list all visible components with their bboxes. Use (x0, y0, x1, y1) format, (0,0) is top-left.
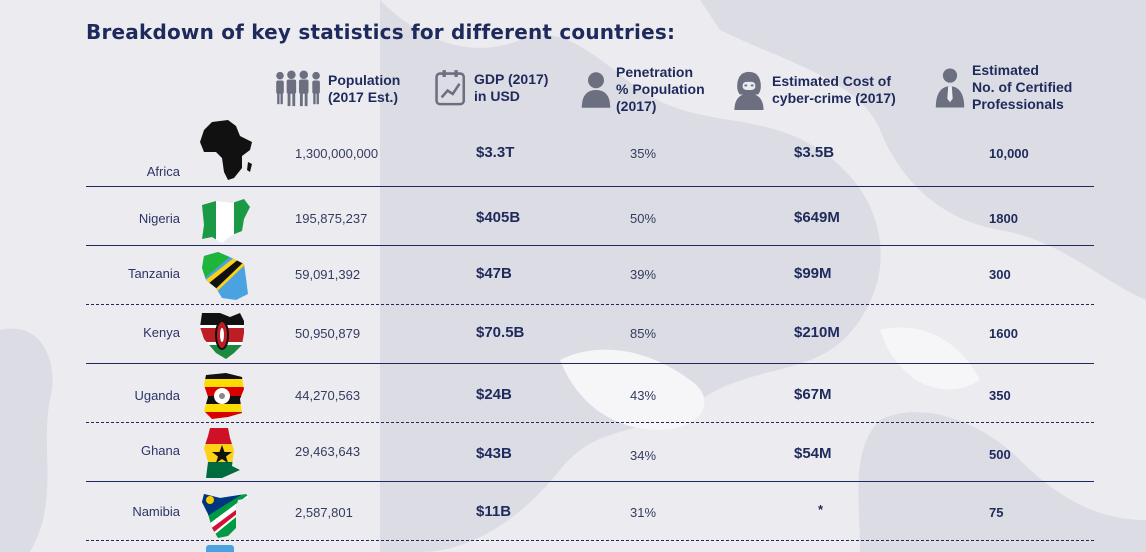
gdp-value: $70.5B (476, 324, 525, 341)
population-value: 2,587,801 (295, 505, 353, 520)
professionals-value: 500 (989, 447, 1011, 462)
cost-value: $210M (794, 324, 840, 341)
professionals-value: 300 (989, 267, 1011, 282)
nigeria-flag-map-icon (202, 199, 250, 243)
country-name: Nigeria (138, 211, 180, 226)
gdp-value: $3.3T (476, 144, 515, 161)
cost-value: $54M (794, 445, 832, 462)
population-header-label: Population (2017 Est.) (328, 72, 401, 105)
population-value: 195,875,237 (295, 211, 368, 226)
cost-value: * (818, 502, 824, 517)
table-row-namibia: Namibia 2,587,801 $11B 31% * 75 (86, 482, 1094, 541)
gdp-value: $11B (476, 503, 512, 520)
cost-value: $67M (794, 386, 832, 403)
penetration-header: Penetration % Population (2017) (580, 64, 705, 115)
gdp-value: $47B (476, 265, 512, 282)
professionals-value: 1600 (989, 326, 1018, 341)
professionals-value: 10,000 (989, 146, 1029, 161)
professional-icon (935, 67, 965, 108)
country-name: Ghana (140, 443, 180, 458)
professionals-value: 350 (989, 388, 1011, 403)
penetration-value: 35% (630, 146, 657, 161)
uganda-flag-map-icon (204, 373, 244, 419)
population-value: 44,270,563 (295, 388, 361, 403)
professionals-header-label: Estimated No. of Certified Professionals (972, 62, 1073, 112)
cost-value: $649M (794, 209, 840, 226)
cost-value: $99M (794, 265, 832, 282)
professionals-value: 1800 (989, 211, 1018, 226)
chart-document-icon (435, 70, 466, 106)
professionals-header: Estimated No. of Certified Professionals (934, 62, 1072, 113)
hacker-icon (734, 71, 764, 110)
country-name: Tanzania (127, 266, 180, 281)
kenya-flag-map-icon (200, 313, 244, 359)
table-row-nigeria: Nigeria 195,875,237 $405B 50% $649M 1800 (86, 187, 1094, 246)
people-icon (276, 70, 320, 107)
next-flag-partial (206, 545, 234, 552)
penetration-value: 43% (630, 388, 657, 403)
namibia-flag-map-icon (202, 494, 250, 538)
penetration-value: 39% (630, 267, 657, 282)
country-name: Namibia (132, 504, 180, 519)
table-row-tanzania: Tanzania 59,091,392 $47B 39% $99M 300 (86, 246, 1094, 305)
professionals-value: 75 (989, 505, 1004, 520)
table-row-uganda: Uganda 44,270,563 $24B 43% $67M 350 (86, 364, 1094, 423)
population-value: 1,300,000,000 (295, 146, 379, 161)
table-row-kenya: Kenya 50,950,879 $70.5B 85% $210M 1600 (86, 305, 1094, 364)
country-name: Kenya (143, 325, 180, 340)
population-header: Population (2017 Est.) (272, 70, 400, 108)
tanzania-flag-map-icon (202, 252, 248, 300)
gdp-header-label: GDP (2017) in USD (474, 71, 549, 104)
gdp-value: $43B (476, 445, 512, 462)
table-row-ghana: Ghana 29,463,643 $43B 34% $54M 500 (86, 423, 1094, 482)
cost-value: $3.5B (794, 144, 835, 161)
cost-header-label: Estimated Cost of cyber-crime (2017) (772, 73, 896, 106)
cost-header: Estimated Cost of cyber-crime (2017) (732, 70, 896, 110)
person-silhouette-icon (581, 71, 611, 108)
page-title: Breakdown of key statistics for differen… (86, 20, 676, 44)
country-name: Africa (146, 164, 180, 179)
gdp-value: $405B (476, 209, 521, 226)
penetration-header-label: Penetration % Population (2017) (616, 64, 705, 114)
population-value: 50,950,879 (295, 326, 361, 341)
penetration-value: 85% (630, 326, 657, 341)
africa-map-icon (200, 120, 252, 180)
gdp-value: $24B (476, 386, 512, 403)
gdp-header: GDP (2017) in USD (434, 68, 548, 108)
penetration-value: 34% (630, 448, 657, 463)
table-row-africa: Africa 1,300,000,000 $3.3T 35% $3.5B 10,… (86, 118, 1094, 187)
ghana-flag-map-icon (204, 428, 240, 478)
penetration-value: 31% (630, 505, 657, 520)
population-value: 29,463,643 (295, 444, 361, 459)
population-value: 59,091,392 (295, 267, 361, 282)
penetration-value: 50% (630, 211, 657, 226)
country-name: Uganda (134, 388, 180, 403)
